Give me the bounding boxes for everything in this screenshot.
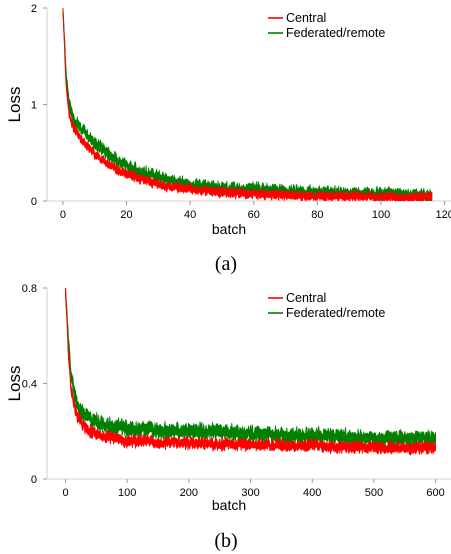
x-tick-label: 120 [435,209,451,221]
x-axis-label: batch [212,497,246,513]
x-tick-label: 0 [60,209,66,221]
x-tick-label: 60 [248,209,260,221]
y-tick-label: 2 [31,3,37,15]
x-tick-label: 400 [303,487,321,499]
legend-label: Federated/remote [286,306,385,320]
y-axis-label: Loss [5,87,24,123]
panel-label: (b) [214,530,237,552]
y-tick-label: 0 [31,474,37,486]
chart-panel-a: 0 20 40 60 80 100 120 0 1 2 batch Loss (a) CentralFed… [5,3,451,275]
plot-area [65,288,436,456]
y-tick-label: 1 [31,100,37,112]
y-tick-label: 0.8 [22,283,37,295]
x-tick-label: 40 [184,209,196,221]
x-tick-label: 100 [118,487,136,499]
x-tick-label: 600 [426,487,444,499]
legend-label: Central [286,11,326,25]
y-tick-label: 0 [31,196,37,208]
x-tick-label: 500 [365,487,383,499]
x-tick-label: 0 [62,487,68,499]
series-central [65,288,436,456]
x-tick-label: 20 [120,209,132,221]
x-tick-label: 100 [372,209,390,221]
x-tick-label: 300 [241,487,259,499]
y-axis-label: Loss [5,366,24,402]
panel-label: (a) [215,253,237,275]
legend-label: Central [286,291,326,305]
plot-area [62,8,433,201]
x-tick-label: 200 [180,487,198,499]
series-central [62,8,433,201]
y-tick-label: 0.4 [22,379,37,391]
chart-panel-b: 0 100 200 300 400 500 600 0 0.4 0.8 batch Loss (b) Ce… [5,283,451,552]
x-tick-label: 80 [311,209,323,221]
x-axis-label: batch [212,221,246,237]
legend-label: Federated/remote [286,26,385,40]
